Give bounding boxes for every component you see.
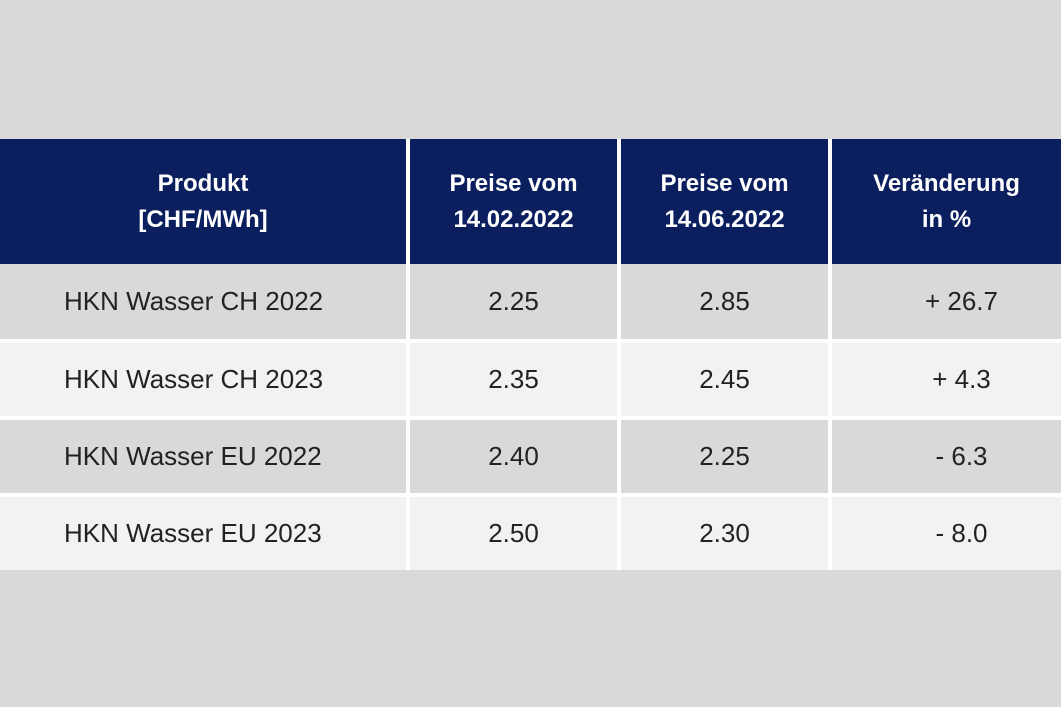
header-price-jun-line1: Preise vom: [660, 169, 789, 197]
header-change: Veränderung in %: [832, 139, 1061, 264]
header-price-jun: Preise vom 14.06.2022: [621, 139, 832, 264]
table-row: HKN Wasser EU 2023 2.50 2.30 - 8.0: [0, 493, 1061, 570]
cell-change: - 8.0: [832, 493, 1061, 570]
price-table: Produkt [CHF/MWh] Preise vom 14.02.2022 …: [0, 139, 1061, 570]
table-row: HKN Wasser CH 2023 2.35 2.45 + 4.3: [0, 339, 1061, 416]
cell-price-feb: 2.50: [410, 493, 621, 570]
cell-price-feb: 2.40: [410, 416, 621, 493]
header-price-jun-line2: 14.06.2022: [664, 205, 785, 233]
header-change-line2: in %: [921, 205, 972, 233]
price-table-container: Produkt [CHF/MWh] Preise vom 14.02.2022 …: [0, 139, 1061, 570]
header-price-feb-line2: 14.02.2022: [453, 205, 574, 233]
table-row: HKN Wasser CH 2022 2.25 2.85 + 26.7: [0, 264, 1061, 339]
cell-price-jun: 2.45: [621, 339, 832, 416]
table-row: HKN Wasser EU 2022 2.40 2.25 - 6.3: [0, 416, 1061, 493]
header-product-line2: [CHF/MWh]: [138, 205, 268, 233]
cell-product: HKN Wasser CH 2023: [0, 339, 410, 416]
cell-product: HKN Wasser EU 2023: [0, 493, 410, 570]
cell-change: + 4.3: [832, 339, 1061, 416]
header-change-line1: Veränderung: [873, 169, 1020, 197]
cell-change: + 26.7: [832, 264, 1061, 339]
cell-price-jun: 2.85: [621, 264, 832, 339]
cell-price-feb: 2.25: [410, 264, 621, 339]
header-price-feb-line1: Preise vom: [449, 169, 578, 197]
cell-price-jun: 2.30: [621, 493, 832, 570]
cell-price-feb: 2.35: [410, 339, 621, 416]
cell-price-jun: 2.25: [621, 416, 832, 493]
header-price-feb: Preise vom 14.02.2022: [410, 139, 621, 264]
header-product: Produkt [CHF/MWh]: [0, 139, 410, 264]
cell-product: HKN Wasser CH 2022: [0, 264, 410, 339]
cell-change: - 6.3: [832, 416, 1061, 493]
table-header-row: Produkt [CHF/MWh] Preise vom 14.02.2022 …: [0, 139, 1061, 264]
cell-product: HKN Wasser EU 2022: [0, 416, 410, 493]
header-product-line1: Produkt: [157, 169, 249, 197]
